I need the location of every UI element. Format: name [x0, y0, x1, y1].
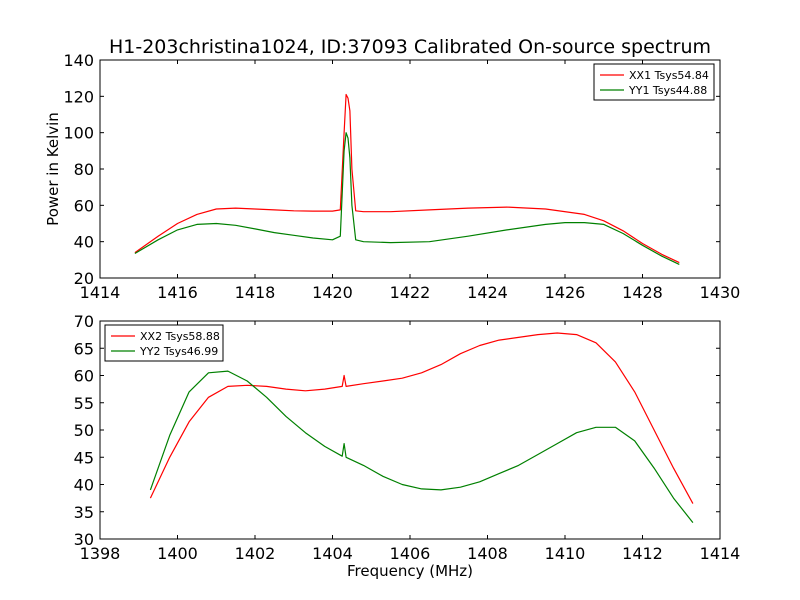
legend-label: XX2 Tsys58.88 [140, 330, 220, 343]
x-tick-label: 1426 [545, 283, 586, 302]
x-axis-label: Frequency (MHz) [347, 562, 473, 580]
legend: XX1 Tsys54.84 YY1 Tsys44.88 [593, 63, 715, 101]
y-tick-label: 60 [74, 367, 94, 386]
x-tick-label: 1428 [622, 283, 663, 302]
x-tick-label: 1414 [700, 544, 741, 563]
x-tick-label: 1398 [80, 544, 121, 563]
y-tick-label: 50 [74, 421, 94, 440]
series-line [149, 332, 694, 504]
x-tick-label: 1420 [312, 283, 353, 302]
bottom-panel: 1398 1400 1402 1404 1406 1408 1410 1412 1414 30 35… [74, 312, 741, 580]
y-tick-label: 40 [74, 476, 94, 495]
y-tick-label: 80 [74, 160, 94, 179]
x-tick-label: 1404 [312, 544, 353, 563]
x-tick-label: 1418 [235, 283, 276, 302]
y-tick-label: 30 [74, 530, 94, 549]
legend: XX2 Tsys58.88 YY2 Tsys46.99 [104, 324, 224, 362]
x-tick-label: 1422 [390, 283, 431, 302]
x-tick-label: 1410 [545, 544, 586, 563]
y-tick-label: 40 [74, 233, 94, 252]
legend-label: YY2 Tsys46.99 [139, 345, 218, 358]
x-tick-label: 1408 [467, 544, 508, 563]
y-tick-label: 140 [63, 51, 94, 70]
y-tick-label: 20 [74, 269, 94, 288]
legend-label: XX1 Tsys54.84 [629, 69, 709, 82]
y-tick-label: 70 [74, 312, 94, 331]
x-tick-label: 1416 [157, 283, 198, 302]
x-tick-label: 1414 [80, 283, 121, 302]
y-tick-label: 55 [74, 394, 94, 413]
x-tick-label: 1402 [235, 544, 276, 563]
y-tick-label: 120 [63, 87, 94, 106]
series-line [134, 93, 680, 264]
series-line [134, 132, 680, 265]
y-axis-label: Power in Kelvin [44, 112, 62, 226]
legend-box [104, 324, 224, 362]
series-line [149, 370, 694, 523]
x-tick-label: 1424 [467, 283, 508, 302]
chart-title: H1-203christina1024, ID:37093 Calibrated… [109, 36, 711, 58]
x-tick-label: 1400 [157, 544, 198, 563]
y-tick-label: 45 [74, 448, 94, 467]
x-tick-label: 1430 [700, 283, 741, 302]
y-tick-label: 60 [74, 196, 94, 215]
legend-box [593, 63, 715, 101]
y-tick-label: 35 [74, 503, 94, 522]
x-tick-label: 1406 [390, 544, 431, 563]
x-tick-label: 1412 [622, 544, 663, 563]
y-tick-label: 100 [63, 124, 94, 143]
top-panel: 1414 1416 1418 1420 1422 1424 1426 1428 1430 20 40… [44, 51, 740, 302]
legend-label: YY1 Tsys44.88 [628, 84, 707, 97]
y-tick-label: 65 [74, 339, 94, 358]
